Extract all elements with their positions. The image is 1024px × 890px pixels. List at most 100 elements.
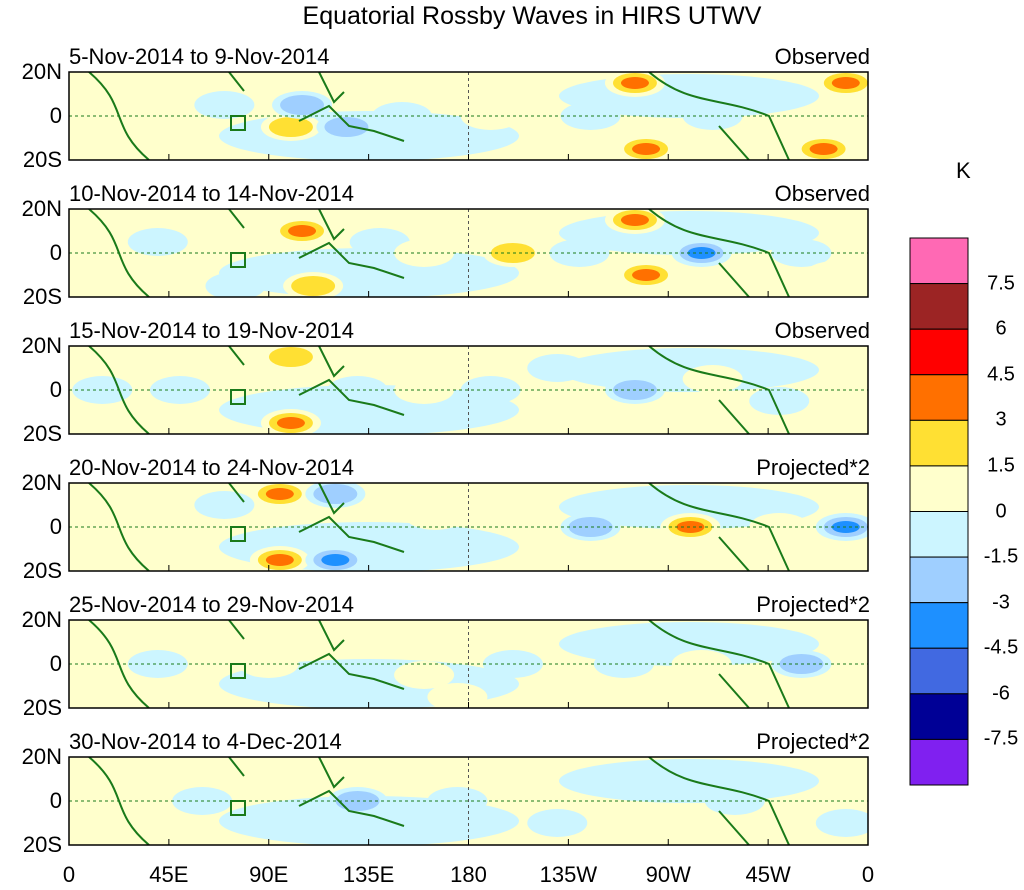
anomaly-contour	[265, 554, 294, 566]
maritime-continent-coastline	[298, 72, 405, 142]
india-coastline	[228, 209, 245, 229]
anomaly-contour	[321, 554, 350, 566]
lon-label: 90E	[249, 862, 289, 887]
panel-5-type: Projected*2	[756, 592, 870, 617]
anomaly-contour	[804, 261, 865, 289]
india-coastline	[228, 483, 245, 503]
figure-title: Equatorial Rossby Waves in HIRS UTWV	[302, 2, 762, 30]
panel-1-type: Observed	[774, 44, 870, 69]
maritime-continent-coastline	[298, 346, 405, 416]
anomaly-contour	[127, 228, 188, 256]
colorbar-swatch	[909, 465, 969, 512]
colorbar-swatch	[909, 237, 969, 285]
lon-label: 0	[62, 862, 76, 887]
anomaly-contour	[394, 620, 455, 645]
lat-label: 20N	[21, 196, 62, 221]
anomaly-contour	[268, 117, 313, 137]
anomaly-contour	[194, 491, 255, 519]
lat-label: 20S	[22, 147, 62, 172]
lat-label: 0	[49, 514, 62, 539]
anomaly-contour	[482, 483, 543, 508]
india-coastline	[228, 757, 245, 777]
anomaly-contour	[288, 225, 317, 237]
anomaly-contour	[676, 521, 705, 533]
anomaly-contour	[427, 787, 488, 815]
colorbar-swatch	[909, 602, 969, 649]
maritime-continent-coastline	[298, 209, 405, 279]
panel-3-type: Observed	[774, 318, 870, 343]
anomaly-contour	[313, 484, 358, 504]
anomaly-contour	[249, 757, 310, 782]
lon-label: 180	[450, 862, 487, 887]
colorbar-swatch	[909, 511, 969, 558]
panel-6-date: 30-Nov-2014 to 4-Dec-2014	[69, 729, 342, 754]
anomaly-contour	[815, 809, 868, 837]
colorbar-swatch	[909, 556, 969, 604]
americas-coastline	[648, 483, 790, 571]
panel-4-date: 20-Nov-2014 to 24-Nov-2014	[69, 455, 354, 480]
anomaly-contour	[276, 417, 305, 429]
lat-label: 0	[49, 240, 62, 265]
colorbar-label: -1.5	[983, 545, 1019, 568]
anomaly-contour	[620, 77, 649, 89]
colorbar-swatch	[909, 738, 969, 786]
india-coastline	[228, 620, 245, 640]
lat-label: 20N	[21, 470, 62, 495]
colorbar-label: 0	[995, 500, 1007, 522]
anomaly-contour	[265, 488, 294, 500]
anomaly-contour	[620, 214, 649, 226]
anomaly-contour	[268, 347, 313, 367]
anomaly-contour	[427, 683, 488, 708]
anomaly-contour	[831, 77, 860, 89]
americas-coastline	[648, 620, 790, 708]
lat-label: 20S	[22, 284, 62, 309]
anomaly-contour	[405, 502, 466, 530]
colorbar-unit: K	[956, 158, 971, 183]
panel-5-date: 25-Nov-2014 to 29-Nov-2014	[69, 592, 354, 617]
anomaly-contour	[632, 143, 661, 155]
lat-label: 0	[49, 788, 62, 813]
maritime-continent-coastline	[298, 483, 405, 553]
anomaly-region	[559, 759, 819, 803]
anomaly-contour	[280, 95, 325, 115]
anomaly-contour	[394, 661, 455, 689]
americas-coastline	[648, 209, 790, 297]
colorbar-label: 4.5	[987, 363, 1015, 386]
colorbar-label: 7.5	[987, 272, 1015, 295]
anomaly-contour	[116, 113, 177, 141]
americas-coastline	[648, 72, 790, 160]
panel-3-date: 15-Nov-2014 to 19-Nov-2014	[69, 318, 354, 343]
colorbar-label: 1.5	[987, 454, 1015, 477]
colorbar-label: -7.5	[983, 727, 1019, 750]
colorbar-swatch	[909, 374, 969, 421]
lat-label: 0	[49, 377, 62, 402]
anomaly-contour	[127, 650, 188, 678]
anomaly-contour	[490, 243, 535, 263]
lat-label: 20N	[21, 744, 62, 769]
anomaly-contour	[809, 143, 838, 155]
anomaly-contour	[568, 517, 613, 537]
lon-label: 135W	[539, 862, 598, 887]
panel-4-type: Projected*2	[756, 455, 870, 480]
anomaly-contour	[482, 650, 543, 678]
colorbar-swatch	[909, 419, 969, 467]
anomaly-contour	[749, 387, 810, 415]
anomaly-region	[559, 485, 819, 529]
panel-6-type: Projected*2	[756, 729, 870, 754]
anomaly-contour	[527, 354, 588, 382]
anomaly-contour	[205, 272, 266, 297]
panel-2-type: Observed	[774, 181, 870, 206]
lon-label: 45W	[745, 862, 791, 887]
lat-label: 20S	[22, 695, 62, 720]
anomaly-contour	[349, 228, 410, 256]
colorbar-swatch	[909, 328, 969, 376]
anomaly-contour	[291, 276, 336, 296]
lat-label: 20S	[22, 832, 62, 857]
anomaly-contour	[194, 91, 255, 119]
india-coastline	[228, 346, 245, 366]
lon-label: 90W	[645, 862, 691, 887]
lat-label: 0	[49, 103, 62, 128]
colorbar-label: -3	[992, 591, 1010, 614]
lat-label: 20S	[22, 421, 62, 446]
